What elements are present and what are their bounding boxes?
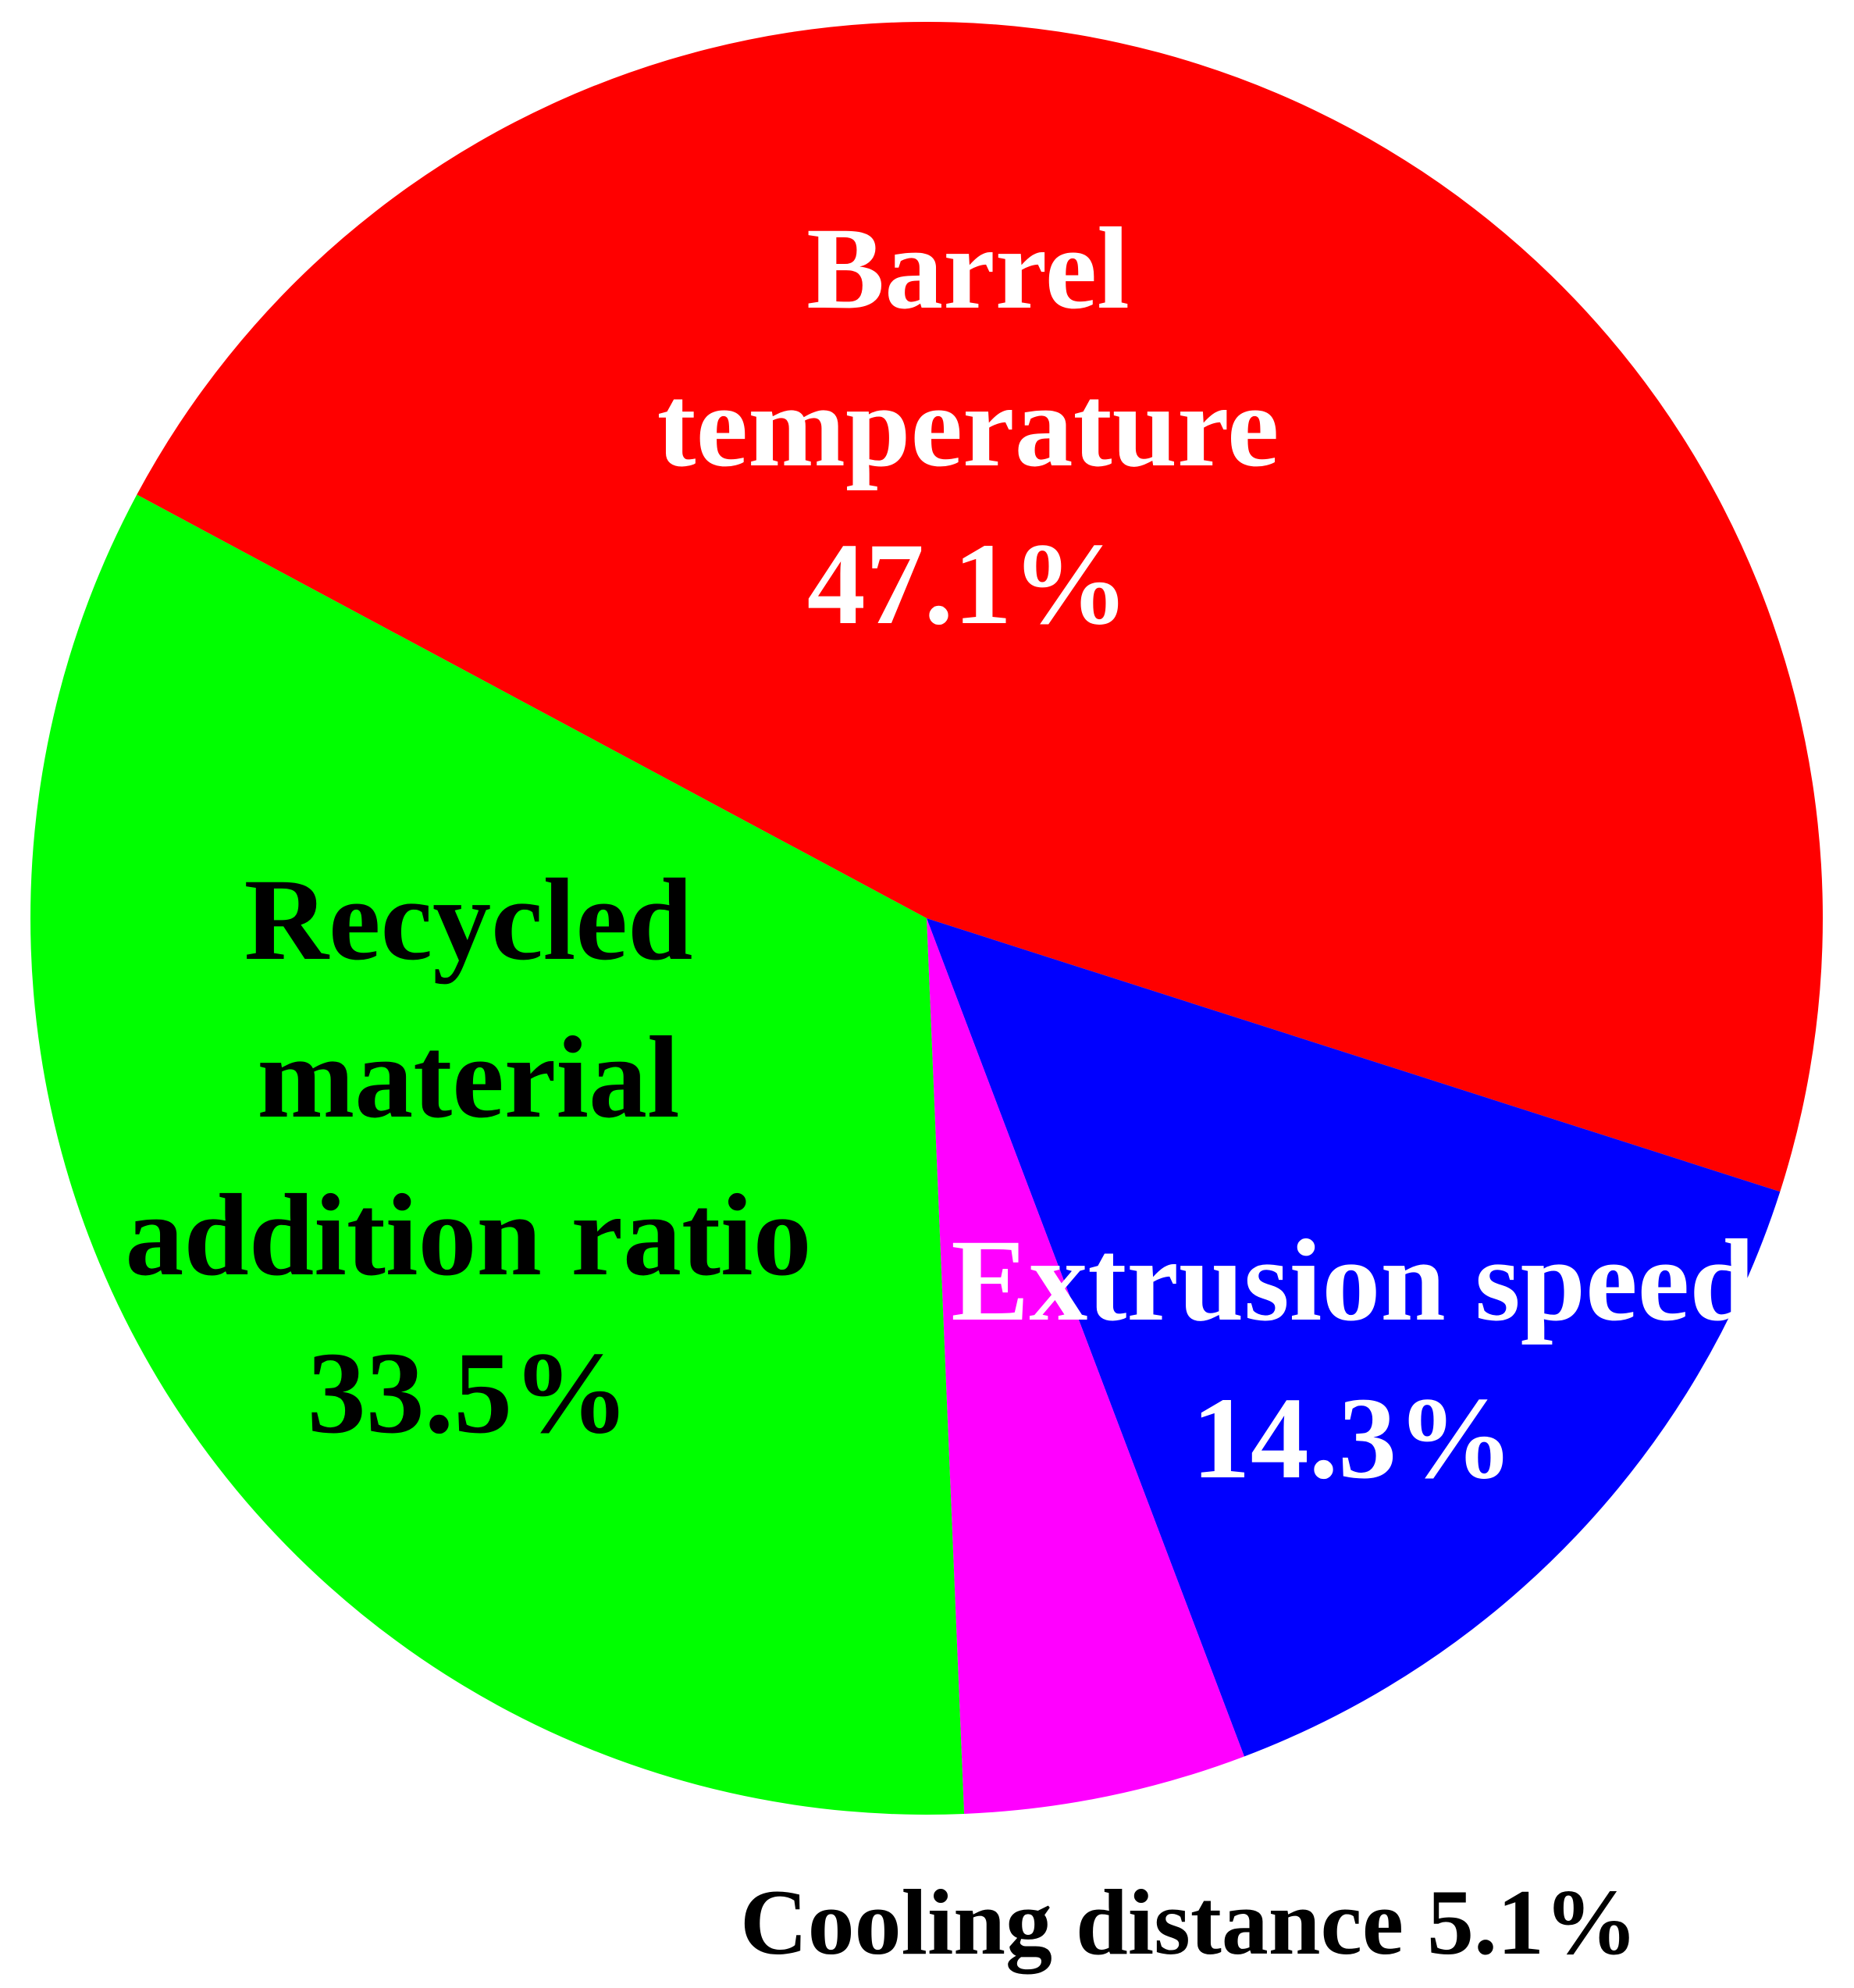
slice-value: 47.1% (806, 519, 1130, 649)
slice-value: 5.1% (1427, 1870, 1639, 1974)
pie-slice (927, 918, 1781, 1757)
slice-value: 33.5% (307, 1328, 630, 1458)
pie-slice (137, 21, 1824, 1192)
slice-name: Barrel temperature (657, 204, 1279, 491)
slice-label: Barrel temperature 47.1% (617, 190, 1319, 663)
slice-label: Extrusion speed 14.3% (923, 1202, 1782, 1517)
pie-slice (30, 494, 965, 1815)
slice-label: Cooling distance 5.1% (740, 1868, 1638, 1977)
pie-slice (927, 918, 1244, 1814)
slice-value: 14.3% (1191, 1373, 1514, 1503)
slice-name: Recycled material addition ratio (125, 855, 812, 1300)
slice-label: Recycled material addition ratio 33.5% (125, 841, 812, 1472)
slice-name: Extrusion speed (951, 1216, 1755, 1345)
slice-name: Cooling distance (739, 1870, 1404, 1974)
